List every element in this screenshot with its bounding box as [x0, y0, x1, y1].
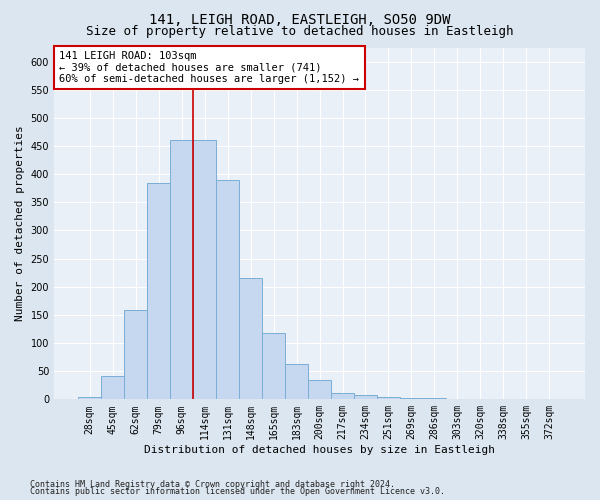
Bar: [331, 392, 354, 400]
Bar: [262, 333, 285, 400]
Bar: [285, 364, 308, 400]
Text: Contains public sector information licensed under the Open Government Licence v3: Contains public sector information licen…: [30, 487, 445, 496]
Text: Contains HM Land Registry data © Crown copyright and database right 2024.: Contains HM Land Registry data © Crown c…: [30, 480, 395, 489]
Bar: [239, 278, 262, 400]
Text: 141 LEIGH ROAD: 103sqm
← 39% of detached houses are smaller (741)
60% of semi-de: 141 LEIGH ROAD: 103sqm ← 39% of detached…: [59, 51, 359, 84]
Y-axis label: Number of detached properties: Number of detached properties: [15, 126, 25, 322]
Bar: [101, 376, 124, 400]
Bar: [124, 310, 147, 400]
Bar: [78, 396, 101, 400]
Bar: [469, 399, 492, 400]
Bar: [492, 399, 515, 400]
Text: 141, LEIGH ROAD, EASTLEIGH, SO50 9DW: 141, LEIGH ROAD, EASTLEIGH, SO50 9DW: [149, 12, 451, 26]
Bar: [354, 395, 377, 400]
Text: Size of property relative to detached houses in Eastleigh: Size of property relative to detached ho…: [86, 25, 514, 38]
Bar: [216, 180, 239, 400]
X-axis label: Distribution of detached houses by size in Eastleigh: Distribution of detached houses by size …: [144, 445, 495, 455]
Bar: [400, 398, 423, 400]
Bar: [423, 398, 446, 400]
Bar: [193, 140, 216, 400]
Bar: [308, 380, 331, 400]
Bar: [377, 396, 400, 400]
Bar: [147, 182, 170, 400]
Bar: [170, 140, 193, 400]
Bar: [446, 399, 469, 400]
